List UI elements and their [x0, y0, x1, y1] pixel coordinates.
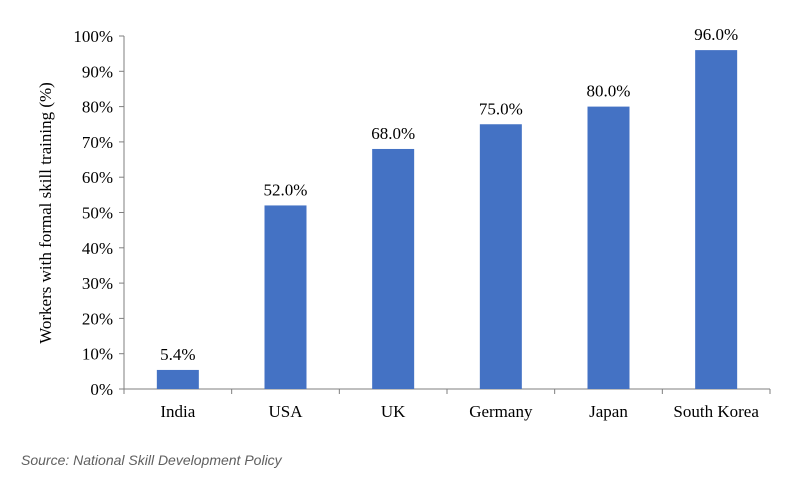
- y-tick-label: 70%: [82, 133, 113, 152]
- y-tick-label: 10%: [82, 345, 113, 364]
- source-note: Source: National Skill Development Polic…: [21, 452, 282, 468]
- y-axis-label: Workers with formal skill training (%): [36, 82, 55, 344]
- y-axis: 0% 10% 20% 30% 40% 50% 60% 70% 80% 90% 100%: [73, 27, 125, 399]
- bars: [156, 50, 738, 390]
- x-tick-label: South Korea: [673, 402, 759, 421]
- bar-usa: [264, 205, 307, 389]
- y-tick-label: 30%: [82, 274, 113, 293]
- bar-south-korea: [695, 50, 738, 390]
- y-tick-label: 90%: [82, 62, 113, 81]
- x-axis: India USA UK Germany Japan South Korea: [123, 388, 771, 421]
- x-tick-label: UK: [381, 402, 406, 421]
- data-label: 80.0%: [587, 82, 631, 101]
- bar-germany: [479, 124, 522, 389]
- y-tick-label: 60%: [82, 168, 113, 187]
- y-tick-label: 100%: [73, 27, 113, 46]
- x-tick-label: Japan: [589, 402, 628, 421]
- y-tick-label: 50%: [82, 204, 113, 223]
- data-label: 96.0%: [694, 25, 738, 44]
- y-tick-label: 40%: [82, 239, 113, 258]
- bar-uk: [372, 148, 415, 389]
- x-tick-label: USA: [268, 402, 303, 421]
- data-label: 75.0%: [479, 99, 523, 118]
- y-tick-label: 80%: [82, 98, 113, 117]
- data-labels: 5.4% 52.0% 68.0% 75.0% 80.0% 96.0%: [160, 25, 738, 364]
- data-label: 68.0%: [371, 124, 415, 143]
- x-tick-label: Germany: [469, 402, 533, 421]
- bar-india: [156, 369, 199, 389]
- y-tick-label: 20%: [82, 309, 113, 328]
- y-tick-label: 0%: [90, 380, 113, 399]
- bar-japan: [587, 106, 630, 389]
- data-label: 5.4%: [160, 345, 195, 364]
- bar-chart: 0% 10% 20% 30% 40% 50% 60% 70% 80% 90% 100% India U…: [36, 25, 771, 421]
- data-label: 52.0%: [264, 180, 308, 199]
- x-tick-label: India: [160, 402, 195, 421]
